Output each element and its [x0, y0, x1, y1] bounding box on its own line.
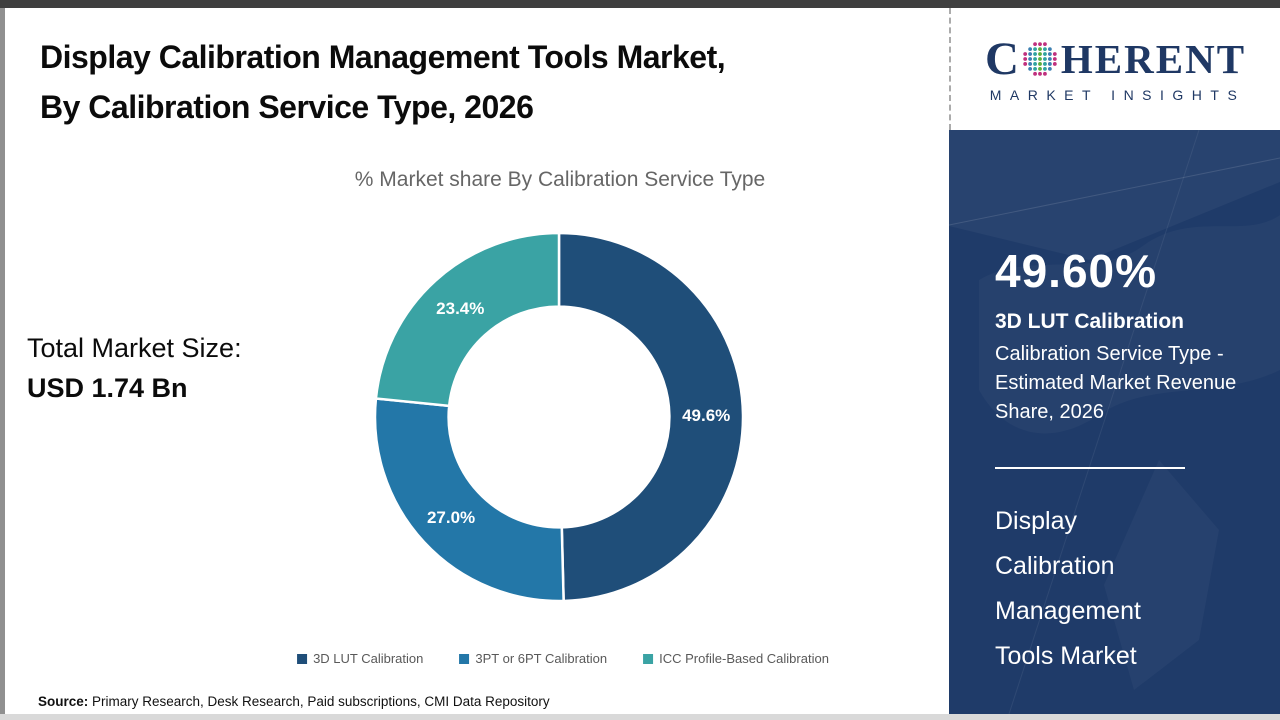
top-frame-bar	[0, 0, 1280, 8]
highlight-sidebar: 49.60% 3D LUT Calibration Calibration Se…	[949, 130, 1280, 714]
globe-dot	[1023, 57, 1027, 61]
legend-swatch-icon	[643, 653, 654, 664]
globe-dot	[1037, 71, 1042, 76]
globe-dot	[1042, 57, 1047, 61]
globe-dot	[1033, 42, 1037, 47]
slice-value-label: 27.0%	[427, 508, 475, 527]
total-market-size-label: Total Market Size:	[27, 333, 242, 363]
globe-dot	[1047, 57, 1052, 61]
page-title: Display Calibration Management Tools Mar…	[40, 32, 726, 132]
legend-label: 3D LUT Calibration	[313, 651, 424, 666]
world-map-texture	[949, 130, 1280, 714]
globe-dot	[1028, 57, 1032, 61]
donut-segment	[557, 231, 745, 603]
legend-item: 3D LUT Calibration	[297, 651, 423, 666]
legend-swatch-icon	[459, 653, 470, 664]
brand-logo-letter-c: C	[984, 32, 1019, 85]
donut-segment	[373, 397, 565, 603]
sidebar-market-name-line: Display	[995, 507, 1077, 536]
globe-dot	[1047, 47, 1052, 52]
globe-dot	[1037, 42, 1042, 47]
total-market-size: Total Market Size: USD 1.74 Bn	[27, 328, 242, 408]
chart-legend: 3D LUT Calibration 3PT or 6PT Calibration…	[297, 651, 829, 666]
globe-dot	[1042, 71, 1047, 76]
globe-dot	[1052, 57, 1057, 61]
donut-chart: 49.6% 27.0% 23.4%	[373, 231, 745, 603]
slice-value-label: 49.6%	[682, 406, 730, 425]
globe-dot	[1042, 62, 1047, 66]
globe-dot	[1047, 52, 1052, 56]
legend-label: ICC Profile-Based Calibration	[659, 651, 829, 666]
globe-dot	[1028, 52, 1032, 56]
globe-dot	[1028, 66, 1032, 71]
globe-dot	[1037, 52, 1042, 56]
globe-dot	[1042, 52, 1047, 56]
chart-panel: Display Calibration Management Tools Mar…	[5, 8, 949, 714]
globe-dot	[1042, 42, 1047, 47]
legend-swatch-icon	[297, 653, 308, 664]
brand-logo-subtitle: MARKET INSIGHTS	[989, 86, 1246, 103]
page-title-line-1: Display Calibration Management Tools Mar…	[40, 39, 726, 75]
total-market-size-value: USD 1.74 Bn	[27, 373, 188, 403]
coherent-globe-icon	[1023, 42, 1057, 76]
legend-item: ICC Profile-Based Calibration	[643, 651, 829, 666]
globe-dot	[1023, 62, 1027, 66]
globe-dot	[1037, 66, 1042, 71]
left-frame-bar	[0, 8, 5, 714]
bottom-frame-bar	[0, 714, 1280, 720]
legend-item: 3PT or 6PT Calibration	[459, 651, 607, 666]
globe-dot	[1037, 47, 1042, 52]
source-label: Source:	[38, 694, 89, 709]
source-text: Primary Research, Desk Research, Paid su…	[88, 694, 550, 709]
legend-label: 3PT or 6PT Calibration	[475, 651, 608, 666]
globe-dot	[1033, 47, 1037, 52]
globe-dot	[1033, 52, 1037, 56]
globe-dot	[1028, 62, 1032, 66]
sidebar-content: 49.60% 3D LUT Calibration Calibration Se…	[949, 130, 1280, 679]
sidebar-market-name-line: Management	[995, 597, 1141, 626]
sidebar-market-name: Display Calibration Management Tools Market	[995, 499, 1250, 679]
chart-subtitle: % Market share By Calibration Service Ty…	[354, 168, 766, 191]
globe-dot	[1047, 62, 1052, 66]
source-note: Source: Primary Research, Desk Research,…	[38, 694, 550, 709]
sidebar-divider	[995, 467, 1185, 470]
leading-share-value: 49.60%	[995, 245, 1158, 297]
globe-dot	[1023, 52, 1027, 56]
globe-dot	[1037, 57, 1042, 61]
brand-logo-letters-herent: HERENT	[1060, 35, 1247, 82]
brand-logo-wordmark: C HERENT	[984, 32, 1247, 85]
globe-dot	[1047, 66, 1052, 71]
globe-dot	[1052, 62, 1057, 66]
globe-dot	[1042, 66, 1047, 71]
globe-dot	[1037, 62, 1042, 66]
globe-dot	[1033, 71, 1037, 76]
slice-value-label: 23.4%	[436, 299, 484, 318]
leading-segment-description: Calibration Service Type - Estimated Mar…	[995, 343, 1237, 424]
globe-dot	[1033, 62, 1037, 66]
leading-segment-name: 3D LUT Calibration	[995, 310, 1185, 333]
globe-dot	[1052, 52, 1057, 56]
page-title-line-2: By Calibration Service Type, 2026	[40, 89, 534, 125]
brand-logo: C HERENT MARKET INSIGHTS	[949, 8, 1280, 130]
globe-dot	[1033, 66, 1037, 71]
globe-dot	[1042, 47, 1047, 52]
globe-dot	[1028, 47, 1032, 52]
donut-segment	[374, 231, 561, 408]
sidebar-market-name-line: Calibration	[995, 552, 1115, 581]
sidebar-market-name-line: Tools Market	[995, 642, 1137, 671]
globe-dot	[1033, 57, 1037, 61]
